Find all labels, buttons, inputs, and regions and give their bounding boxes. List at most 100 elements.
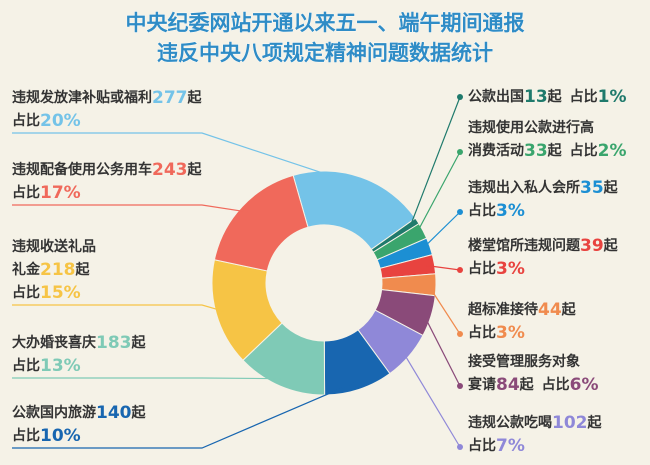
segment-label: 占比3% xyxy=(468,259,525,279)
count-unit: 起 xyxy=(547,88,563,105)
count-value: 44 xyxy=(538,300,562,320)
segment-label: 消费活动33起 占比2% xyxy=(468,141,627,161)
share-prefix: 占比 xyxy=(542,376,570,393)
share-value: 15% xyxy=(40,283,81,303)
segment-label: 违规发放津补贴或福利277起 xyxy=(12,88,203,108)
count-value: 102 xyxy=(552,413,588,433)
segment-label: 占比3% xyxy=(468,323,525,343)
count-value: 35 xyxy=(580,178,604,198)
category-name: 违规发放津补贴或福利 xyxy=(12,89,152,106)
category-name: 接受管理服务对象 xyxy=(468,353,580,370)
count-unit: 起 xyxy=(603,179,619,196)
share-value: 13% xyxy=(40,356,81,376)
share-value: 1% xyxy=(598,87,627,107)
category-name: 超标准接待 xyxy=(467,301,538,318)
share-value: 7% xyxy=(496,436,525,456)
leader-line xyxy=(426,264,461,271)
share-value: 17% xyxy=(40,183,81,203)
segment-label: 礼金218起 xyxy=(12,260,91,280)
segment-label: 违规出入私人会所35起 xyxy=(468,178,619,198)
share-prefix: 占比 xyxy=(468,437,496,454)
share-prefix: 占比 xyxy=(12,427,40,444)
leader-line xyxy=(422,313,461,387)
share-value: 3% xyxy=(496,259,525,279)
share-value: 3% xyxy=(496,201,525,221)
count-unit: 起 xyxy=(603,237,619,254)
segment-label: 违规使用公款进行高 xyxy=(468,119,594,136)
leader-line xyxy=(12,204,249,213)
category-name: 违规出入私人会所 xyxy=(468,179,580,196)
category-name: 公款国内旅游 xyxy=(12,404,96,421)
category-name: 违规配备使用公务用车 xyxy=(12,161,152,178)
donut-segment xyxy=(213,174,309,272)
count-unit: 起 xyxy=(187,161,203,178)
count-value: 243 xyxy=(152,160,188,180)
share-prefix: 占比 xyxy=(570,142,598,159)
segment-label: 违规收送礼品 xyxy=(12,238,96,255)
segment-label: 占比10% xyxy=(12,426,81,446)
category-name: 楼堂馆所违规问题 xyxy=(468,237,581,254)
category-name: 大办婚丧喜庆 xyxy=(12,334,96,351)
leader-line xyxy=(421,211,461,250)
count-value: 84 xyxy=(496,375,520,395)
count-value: 39 xyxy=(580,236,604,256)
count-value: 277 xyxy=(152,88,188,108)
category-name: 违规使用公款进行高 xyxy=(468,119,594,136)
segment-label: 宴请84起 占比6% xyxy=(468,375,599,395)
segment-label: 接受管理服务对象 xyxy=(468,353,580,370)
share-value: 6% xyxy=(570,375,599,395)
segment-label: 占比20% xyxy=(12,111,81,131)
share-prefix: 占比 xyxy=(12,112,40,129)
segment-label: 占比15% xyxy=(12,283,81,303)
count-value: 183 xyxy=(96,333,132,353)
share-prefix: 占比 xyxy=(468,202,496,219)
leader-line xyxy=(415,151,461,235)
category-name: 公款出国 xyxy=(468,88,524,105)
chart-title: 中央纪委网站开通以来五一、端午期间通报 xyxy=(126,11,525,35)
leader-line xyxy=(427,284,461,335)
leader-line xyxy=(409,96,461,226)
segment-label: 公款出国13起 占比1% xyxy=(468,87,627,107)
leader-line xyxy=(12,132,359,186)
share-value: 2% xyxy=(598,141,627,161)
leader-line xyxy=(402,350,461,448)
leader-line xyxy=(12,377,284,380)
count-unit: 起 xyxy=(131,404,147,421)
share-prefix: 占比 xyxy=(468,260,496,277)
segment-label: 公款国内旅游140起 xyxy=(12,403,147,423)
segment-label: 大办婚丧喜庆183起 xyxy=(12,333,147,353)
share-prefix: 占比 xyxy=(570,88,598,105)
share-value: 10% xyxy=(40,426,81,446)
count-unit: 起 xyxy=(131,334,147,351)
leader-line xyxy=(12,381,357,449)
count-unit: 起 xyxy=(587,414,603,431)
segment-label: 楼堂馆所违规问题39起 xyxy=(468,236,619,256)
category-name: 违规收送礼品 xyxy=(12,238,96,255)
count-unit: 起 xyxy=(519,376,535,393)
share-value: 20% xyxy=(40,111,81,131)
segment-label: 占比3% xyxy=(468,201,525,221)
count-value: 140 xyxy=(96,403,132,423)
share-prefix: 占比 xyxy=(12,357,40,374)
segment-label: 占比13% xyxy=(12,356,81,376)
chart-title: 违反中央八项规定精神问题数据统计 xyxy=(157,41,493,65)
share-prefix: 占比 xyxy=(468,324,496,341)
leader-line xyxy=(12,304,225,312)
segment-label: 违规公款吃喝102起 xyxy=(468,413,603,433)
count-value: 13 xyxy=(524,87,548,107)
category-name: 礼金 xyxy=(12,261,41,278)
category-name: 宴请 xyxy=(468,376,496,393)
count-value: 33 xyxy=(524,141,548,161)
count-unit: 起 xyxy=(561,301,577,318)
category-name: 消费活动 xyxy=(468,142,524,159)
category-name: 违规公款吃喝 xyxy=(468,414,552,431)
segment-label: 占比17% xyxy=(12,183,81,203)
share-prefix: 占比 xyxy=(12,284,40,301)
count-value: 218 xyxy=(40,260,76,280)
share-prefix: 占比 xyxy=(12,184,40,201)
count-unit: 起 xyxy=(547,142,563,159)
share-value: 3% xyxy=(496,323,525,343)
segment-label: 占比7% xyxy=(468,436,525,456)
